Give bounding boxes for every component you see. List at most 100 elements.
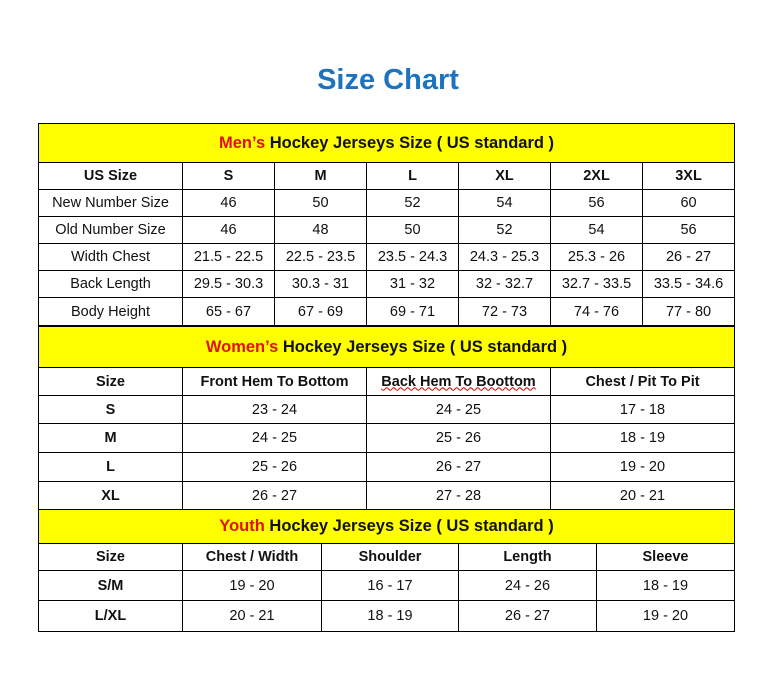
column-header-label: S — [223, 168, 234, 184]
table-row: M 24 - 25 25 - 26 18 - 19 — [38, 423, 736, 453]
column-header: Size — [38, 543, 183, 571]
table-cell: 18 - 19 — [321, 600, 459, 632]
table-cell: 18 - 19 — [595, 570, 736, 601]
column-header-label: Front Hem To Bottom — [200, 373, 349, 390]
row-label: S — [38, 395, 183, 424]
table-cell: 77 - 80 — [641, 297, 736, 326]
column-header: Chest / Width — [182, 543, 322, 571]
table-cell: 33.5 - 34.6 — [641, 270, 736, 298]
column-header-label: US Size — [83, 168, 138, 184]
column-header-label: Length — [503, 549, 552, 565]
column-header-label: M — [314, 168, 327, 184]
column-header: Chest / Pit To Pit — [549, 367, 736, 396]
row-label: L/XL — [38, 600, 183, 632]
table-cell: 21.5 - 22.5 — [182, 243, 275, 271]
column-header-label: Size — [95, 549, 125, 565]
table-row: Width Chest 21.5 - 22.5 22.5 - 23.5 23.5 - … — [38, 243, 736, 271]
row-label: XL — [38, 481, 183, 510]
table-cell: 56 — [641, 216, 736, 244]
mens-size-table: Men’s Hockey Jerseys Size ( US standard … — [37, 123, 736, 326]
column-header: US Size — [38, 162, 183, 190]
row-label: Back Length — [38, 270, 183, 298]
column-header: Sleeve — [595, 543, 736, 571]
table-cell: 60 — [641, 189, 736, 217]
table-row: XL 26 - 27 27 - 28 20 - 21 — [38, 481, 736, 510]
table-row: S/M 19 - 20 16 - 17 24 - 26 18 - 19 — [38, 570, 736, 601]
row-label: S/M — [38, 570, 183, 601]
table-cell: 29.5 - 30.3 — [182, 270, 275, 298]
column-header-row: Size Chest / Width Shoulder Length Sleeve — [38, 543, 736, 571]
row-label: L — [38, 452, 183, 482]
table-cell: 25 - 26 — [366, 423, 551, 453]
table-cell: 27 - 28 — [366, 481, 551, 510]
section-title-highlight: Men’s — [219, 133, 266, 152]
table-cell: 67 - 69 — [274, 297, 367, 326]
table-cell: 52 — [366, 189, 459, 217]
table-cell: 19 - 20 — [595, 600, 736, 632]
womens-section-header: Women’s Hockey Jerseys Size ( US standar… — [37, 326, 736, 368]
column-header: XL — [458, 162, 551, 190]
column-header: Length — [458, 543, 597, 571]
column-header-label: Sleeve — [642, 549, 689, 565]
table-row: Body Height 65 - 67 67 - 69 69 - 71 72 - 73 7… — [38, 297, 736, 326]
table-cell: 54 — [550, 216, 643, 244]
column-header-label: Size — [95, 373, 125, 390]
table-cell: 50 — [366, 216, 459, 244]
table-cell: 54 — [458, 189, 551, 217]
column-header: 3XL — [641, 162, 736, 190]
section-title-text: Hockey Jerseys Size ( US standard ) — [264, 517, 554, 535]
table-cell: 26 - 27 — [641, 243, 736, 271]
row-label: Old Number Size — [38, 216, 183, 244]
page-title: Size Chart — [317, 64, 459, 96]
table-cell: 46 — [182, 216, 275, 244]
table-cell: 23.5 - 24.3 — [366, 243, 459, 271]
section-title-highlight: Youth — [219, 517, 265, 535]
section-title: Women’s Hockey Jerseys Size ( US standar… — [37, 326, 736, 368]
table-cell: 26 - 27 — [366, 452, 551, 482]
table-row: S 23 - 24 24 - 25 17 - 18 — [38, 395, 736, 424]
row-label: Width Chest — [38, 243, 183, 271]
table-cell: 72 - 73 — [458, 297, 551, 326]
column-header: M — [274, 162, 367, 190]
youth-size-table: Youth Hockey Jerseys Size ( US standard … — [37, 509, 736, 632]
table-cell: 26 - 27 — [182, 481, 367, 510]
table-cell: 32.7 - 33.5 — [550, 270, 643, 298]
column-header: 2XL — [550, 162, 643, 190]
table-cell: 17 - 18 — [549, 395, 736, 424]
column-header: Front Hem To Bottom — [182, 367, 367, 396]
table-cell: 24 - 25 — [182, 423, 367, 453]
column-header: Back Hem To Boottom — [366, 367, 551, 396]
table-cell: 20 - 21 — [549, 481, 736, 510]
column-header-label: 3XL — [675, 168, 702, 184]
table-cell: 16 - 17 — [321, 570, 459, 601]
table-cell: 52 — [458, 216, 551, 244]
column-header: S — [182, 162, 275, 190]
table-cell: 26 - 27 — [458, 600, 597, 632]
table-cell: 24 - 26 — [458, 570, 597, 601]
table-cell: 24.3 - 25.3 — [458, 243, 551, 271]
section-title-text: Hockey Jerseys Size ( US standard ) — [278, 337, 568, 356]
column-header-row: Size Front Hem To Bottom Back Hem To Boott… — [38, 367, 736, 396]
table-cell: 24 - 25 — [366, 395, 551, 424]
row-label: Body Height — [38, 297, 183, 326]
table-cell: 25.3 - 26 — [550, 243, 643, 271]
column-header-label: XL — [495, 168, 514, 184]
column-header-label: Chest / Width — [205, 549, 299, 565]
column-header-label: 2XL — [583, 168, 610, 184]
table-row: New Number Size 46 50 52 54 56 60 — [38, 189, 736, 217]
section-title: Men’s Hockey Jerseys Size ( US standard … — [37, 123, 736, 163]
table-cell: 32 - 32.7 — [458, 270, 551, 298]
table-row: Old Number Size 46 48 50 52 54 56 — [38, 216, 736, 244]
table-cell: 50 — [274, 189, 367, 217]
table-cell: 56 — [550, 189, 643, 217]
column-header-row: US Size S M L XL 2XL 3XL — [38, 162, 736, 190]
youth-section-header: Youth Hockey Jerseys Size ( US standard … — [37, 509, 736, 544]
row-label: M — [38, 423, 183, 453]
section-title-highlight: Women’s — [205, 337, 279, 356]
column-header-label: Shoulder — [358, 549, 422, 565]
section-title-text: Hockey Jerseys Size ( US standard ) — [265, 133, 555, 152]
section-title: Youth Hockey Jerseys Size ( US standard … — [37, 509, 736, 544]
column-header-label: L — [408, 168, 417, 184]
table-row: L/XL 20 - 21 18 - 19 26 - 27 19 - 20 — [38, 600, 736, 632]
row-label: New Number Size — [38, 189, 183, 217]
